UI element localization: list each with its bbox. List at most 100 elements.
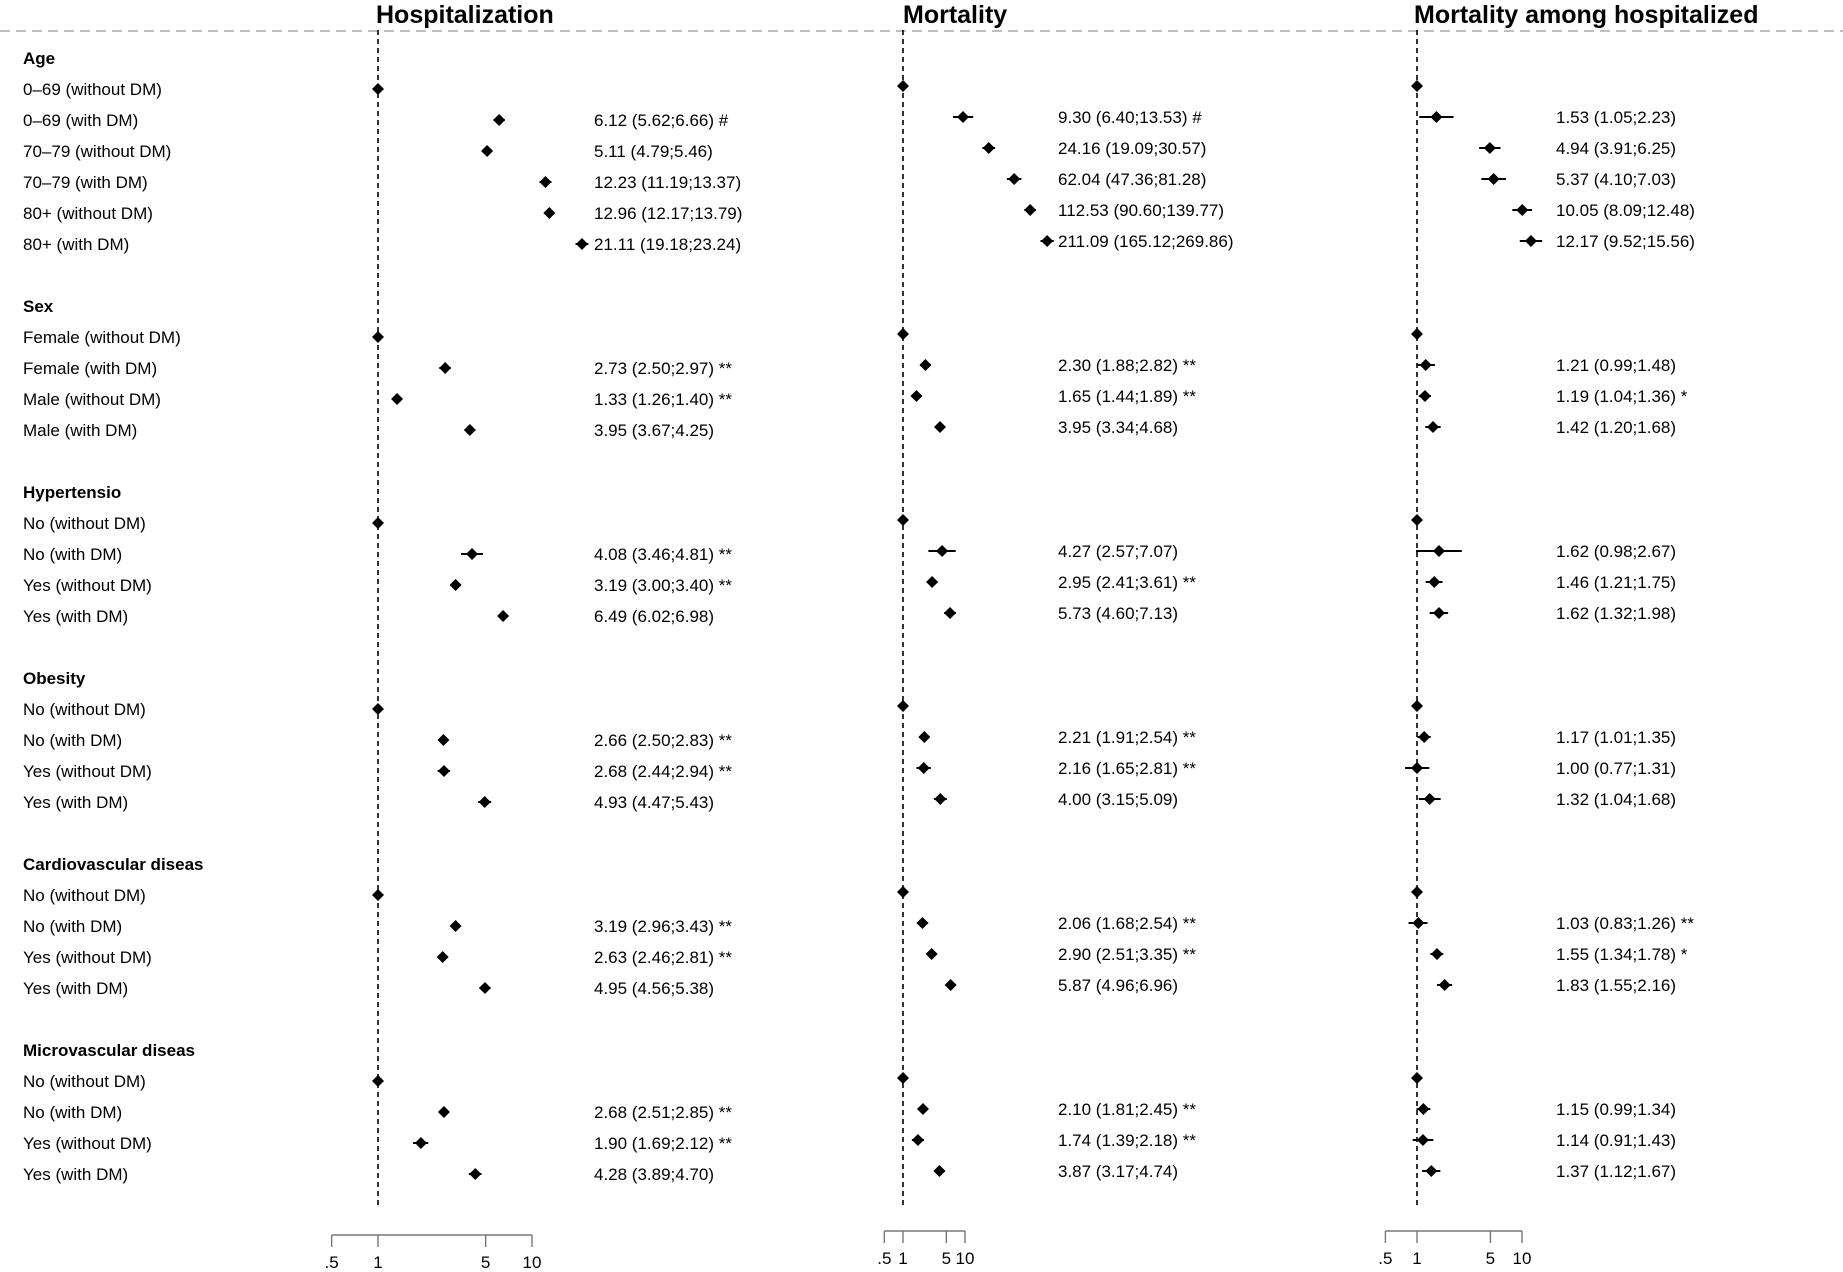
row-label: Yes (without DM) — [23, 762, 152, 781]
row-label: Yes (without DM) — [23, 576, 152, 595]
estimate-label: 112.53 (90.60;139.77) — [1058, 201, 1224, 220]
estimate-label: 1.62 (1.32;1.98) — [1556, 604, 1676, 623]
estimate-label: 2.73 (2.50;2.97) ** — [594, 359, 732, 378]
estimate-marker — [919, 359, 932, 371]
estimate-label: 1.17 (1.01;1.35) — [1556, 728, 1676, 747]
estimate-label: 2.63 (2.46;2.81) ** — [594, 948, 732, 967]
estimate-marker — [437, 765, 450, 777]
estimate-marker — [1426, 421, 1439, 433]
estimate-marker — [372, 517, 384, 529]
row-label: No (with DM) — [23, 1103, 122, 1122]
estimate-marker — [1487, 173, 1500, 185]
x-tick-label: 10 — [956, 1249, 975, 1268]
estimate-marker — [449, 920, 462, 932]
row-label: No (with DM) — [23, 917, 122, 936]
estimate-label: 9.30 (6.40;13.53) # — [1058, 108, 1202, 127]
estimate-label: 4.27 (2.57;7.07) — [1058, 542, 1178, 561]
estimate-label: 1.46 (1.21;1.75) — [1556, 573, 1676, 592]
estimate-label: 1.00 (0.77;1.31) — [1556, 759, 1676, 778]
estimate-label: 2.21 (1.91;2.54) ** — [1058, 728, 1196, 747]
estimate-label: 1.15 (0.99;1.34) — [1556, 1100, 1676, 1119]
estimate-label: 5.87 (4.96;6.96) — [1058, 976, 1178, 995]
estimate-marker — [372, 703, 384, 715]
estimate-marker — [1428, 576, 1441, 588]
estimate-label: 6.12 (5.62;6.66) # — [594, 111, 729, 130]
estimate-marker — [1411, 762, 1423, 774]
row-label: 80+ (without DM) — [23, 204, 153, 223]
estimate-label: 2.16 (1.65;2.81) ** — [1058, 759, 1196, 778]
estimate-marker — [1419, 359, 1432, 371]
row-label: Yes (without DM) — [23, 948, 152, 967]
estimate-label: 2.30 (1.88;2.82) ** — [1058, 356, 1196, 375]
estimate-label: 4.93 (4.47;5.43) — [594, 793, 714, 812]
group-header-5: Cardiovascular diseas — [23, 855, 203, 874]
estimate-marker — [372, 83, 384, 95]
x-tick-label: 5 — [481, 1253, 490, 1272]
estimate-marker — [372, 1075, 384, 1087]
estimate-label: 4.28 (3.89;4.70) — [594, 1165, 714, 1184]
estimate-marker — [916, 1103, 929, 1115]
group-header-1: Age — [23, 49, 55, 68]
row-label: No (with DM) — [23, 545, 122, 564]
row-label: 0–69 (with DM) — [23, 111, 138, 130]
estimate-marker — [910, 390, 923, 402]
estimate-marker — [1418, 731, 1431, 743]
estimate-marker — [1411, 328, 1423, 340]
estimate-marker — [1418, 390, 1431, 402]
estimate-marker — [1417, 1103, 1430, 1115]
estimate-marker — [575, 238, 588, 250]
row-label: Male (without DM) — [23, 390, 161, 409]
estimate-marker — [414, 1137, 427, 1149]
estimate-label: 1.42 (1.20;1.68) — [1556, 418, 1676, 437]
estimate-marker — [1008, 173, 1021, 185]
estimate-label: 3.87 (3.17;4.74) — [1058, 1162, 1178, 1181]
row-label: No (without DM) — [23, 886, 146, 905]
estimate-label: 1.90 (1.69;2.12) ** — [594, 1134, 732, 1153]
estimate-marker — [897, 1072, 909, 1084]
estimate-marker — [437, 734, 450, 746]
panel-3: Mortality among hospitalized 1.53 (1.05;2… — [1378, 1, 1758, 1268]
estimate-marker — [1411, 1072, 1423, 1084]
estimate-label: 4.08 (3.46;4.81) ** — [594, 545, 732, 564]
estimate-marker — [897, 80, 909, 92]
estimate-label: 3.19 (2.96;3.43) ** — [594, 917, 732, 936]
estimate-label: 12.96 (12.17;13.79) — [594, 204, 742, 223]
estimate-marker — [1430, 111, 1443, 123]
estimate-marker — [466, 548, 479, 560]
estimate-marker — [481, 145, 494, 157]
estimate-marker — [897, 328, 909, 340]
estimate-label: 2.90 (2.51;3.35) ** — [1058, 945, 1196, 964]
row-label: Yes (without DM) — [23, 1134, 152, 1153]
estimate-marker — [1412, 917, 1425, 929]
estimate-marker — [1024, 204, 1037, 216]
estimate-marker — [897, 700, 909, 712]
group-header-3: Hypertensio — [23, 483, 121, 502]
estimate-marker — [926, 576, 939, 588]
estimate-marker — [897, 886, 909, 898]
x-tick-label: 10 — [523, 1253, 542, 1272]
estimate-marker — [933, 1165, 946, 1177]
estimate-label: 3.19 (3.00;3.40) ** — [594, 576, 732, 595]
panel-title: Hospitalization — [376, 1, 554, 29]
estimate-marker — [911, 1134, 924, 1146]
estimate-marker — [936, 545, 949, 557]
estimate-label: 1.19 (1.04;1.36) * — [1556, 387, 1688, 406]
estimate-marker — [925, 948, 938, 960]
estimate-label: 1.83 (1.55;2.16) — [1556, 976, 1676, 995]
estimate-marker — [1423, 793, 1436, 805]
estimate-marker — [539, 176, 552, 188]
estimate-label: 1.62 (0.98;2.67) — [1556, 542, 1676, 561]
estimate-label: 5.11 (4.79;5.46) — [594, 142, 713, 161]
x-tick-label: 1 — [373, 1253, 382, 1272]
estimate-marker — [944, 607, 957, 619]
estimate-marker — [372, 889, 384, 901]
estimate-marker — [1483, 142, 1496, 154]
estimate-label: 4.95 (4.56;5.38) — [594, 979, 714, 998]
estimate-label: 2.95 (2.41;3.61) ** — [1058, 573, 1196, 592]
estimate-label: 5.37 (4.10;7.03) — [1556, 170, 1676, 189]
x-tick-label: 5 — [1486, 1249, 1495, 1268]
row-label: No (without DM) — [23, 1072, 146, 1091]
row-label: Female (with DM) — [23, 359, 157, 378]
